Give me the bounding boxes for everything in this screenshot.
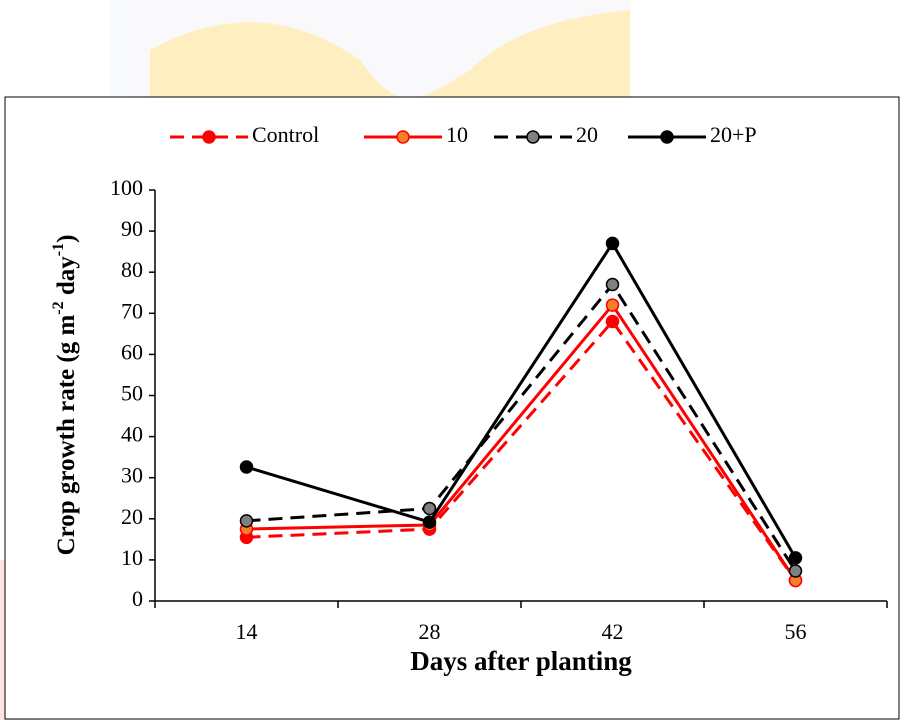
y-axis-title-part: day bbox=[53, 256, 80, 302]
data-point bbox=[790, 565, 802, 577]
data-point bbox=[424, 503, 436, 515]
y-tick-label: 0 bbox=[132, 586, 143, 611]
legend-marker bbox=[661, 131, 673, 143]
y-tick-label: 30 bbox=[121, 463, 143, 488]
data-point bbox=[790, 552, 802, 564]
legend-marker bbox=[397, 131, 409, 143]
y-tick-label: 100 bbox=[110, 175, 143, 200]
x-tick-label: 42 bbox=[602, 619, 624, 644]
x-tick-label: 56 bbox=[785, 619, 807, 644]
x-tick-label: 14 bbox=[236, 619, 258, 644]
x-tick-label: 28 bbox=[419, 619, 441, 644]
y-tick-label: 90 bbox=[121, 216, 143, 241]
y-axis-title-part: Crop growth rate (g m bbox=[53, 315, 80, 556]
data-point bbox=[607, 237, 619, 249]
y-tick-label: 10 bbox=[121, 545, 143, 570]
y-tick-label: 80 bbox=[121, 257, 143, 282]
y-axis-title: Crop growth rate (g m-2 day-1) bbox=[50, 235, 80, 556]
data-point bbox=[424, 516, 436, 528]
data-point bbox=[607, 316, 619, 328]
legend-label: 20 bbox=[576, 122, 598, 147]
y-axis-title-part: -2 bbox=[50, 301, 67, 314]
x-axis-title: Days after planting bbox=[410, 646, 632, 676]
legend-label: 20+P bbox=[710, 122, 757, 147]
legend-label: Control bbox=[252, 122, 319, 147]
data-point bbox=[607, 279, 619, 291]
legend-marker bbox=[527, 131, 539, 143]
y-tick-label: 40 bbox=[121, 422, 143, 447]
y-tick-label: 20 bbox=[121, 504, 143, 529]
data-point bbox=[241, 461, 253, 473]
y-tick-label: 70 bbox=[121, 298, 143, 323]
legend-label: 10 bbox=[446, 122, 468, 147]
data-point bbox=[241, 515, 253, 527]
y-axis-title-part: -1 bbox=[50, 243, 67, 256]
legend-marker bbox=[203, 131, 215, 143]
chart: Days after planting Crop growth rate (g … bbox=[0, 0, 904, 720]
y-tick-label: 60 bbox=[121, 339, 143, 364]
y-tick-label: 50 bbox=[121, 381, 143, 406]
data-point bbox=[607, 299, 619, 311]
y-axis-title-part: ) bbox=[53, 235, 80, 243]
